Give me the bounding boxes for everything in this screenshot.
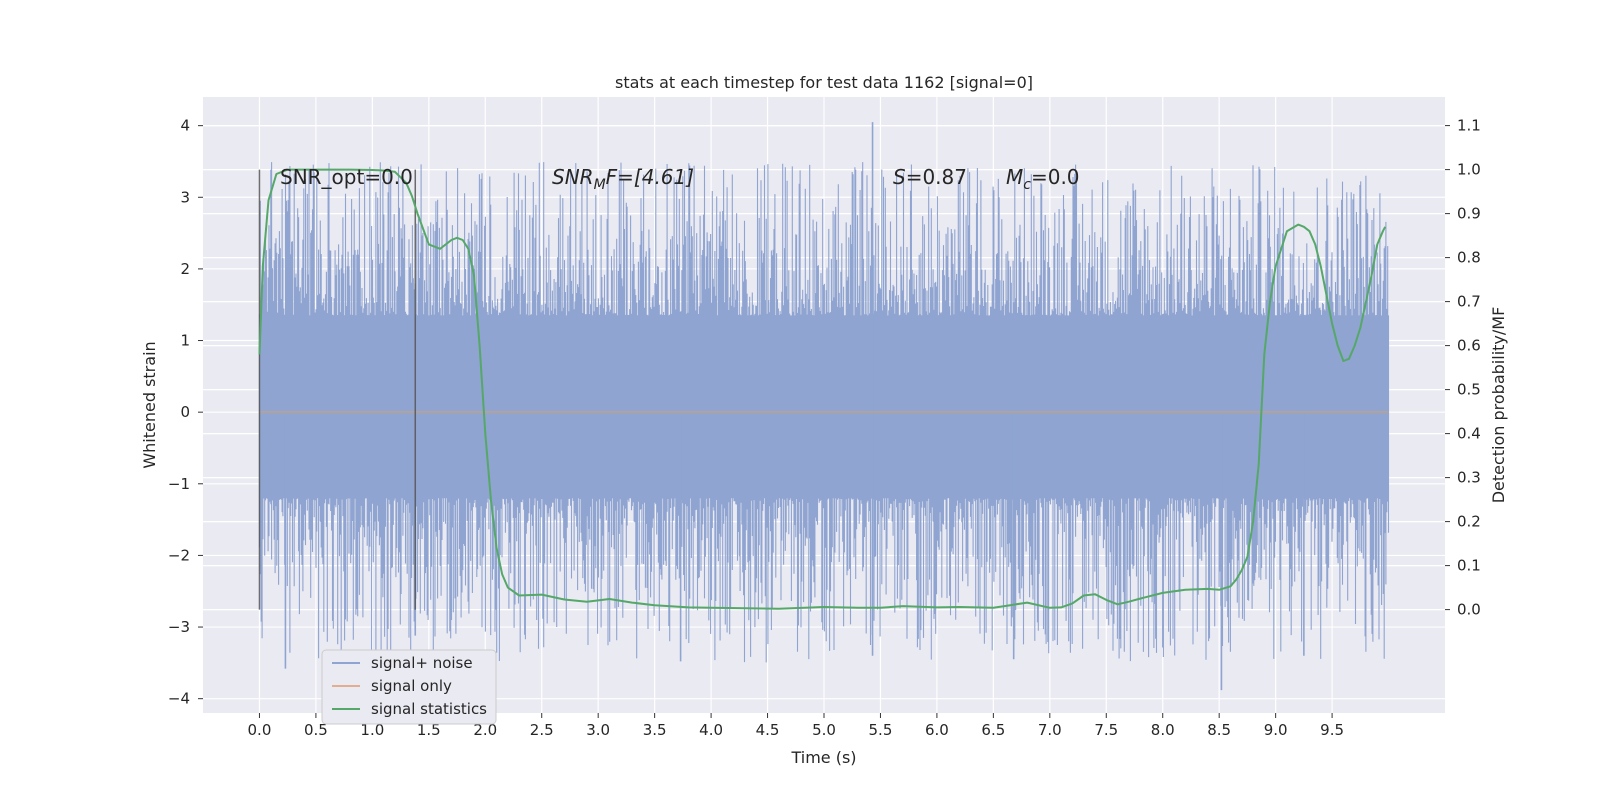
x-tick-label: 9.0 — [1264, 721, 1288, 739]
y-tick-label: −2 — [168, 546, 190, 564]
y-right-tick-label: 0.6 — [1457, 337, 1481, 355]
x-tick-label: 8.0 — [1151, 721, 1175, 739]
series-signal-plus-noise — [258, 122, 1390, 691]
y-tick-label: 4 — [180, 117, 190, 135]
x-tick-label: 1.0 — [360, 721, 384, 739]
annotation-mc: Mc=0.0 — [1006, 165, 1080, 193]
x-axis-label: Time (s) — [790, 748, 856, 767]
y-right-tick-label: 0.1 — [1457, 557, 1481, 575]
annotation-mc-value: =0.0 — [1031, 165, 1080, 189]
x-tick-label: 4.5 — [756, 721, 780, 739]
signal-statistics-line — [258, 168, 1387, 610]
vertical-markers — [258, 169, 417, 610]
x-tick-label: 6.0 — [925, 721, 949, 739]
x-tick-label: 5.5 — [869, 721, 893, 739]
x-tick-label: 6.5 — [981, 721, 1005, 739]
annotation-s: S=0.87 — [893, 165, 967, 189]
x-tick-label: 5.0 — [812, 721, 836, 739]
y-right-tick-label: 0.9 — [1457, 205, 1481, 223]
y-right-axis-label: Detection probability/MF — [1489, 307, 1508, 504]
y-tick-label: −4 — [168, 690, 190, 708]
legend-label-signal-plus-noise: signal+ noise — [371, 654, 473, 672]
annotation-snr-mf-suffix: F=[4.61] — [606, 165, 694, 189]
y-tick-label: 0 — [180, 403, 190, 421]
legend-box — [321, 649, 497, 725]
x-tick-label: 3.0 — [586, 721, 610, 739]
y-tick-label: −1 — [168, 475, 190, 493]
annotation-snr-opt: SNR_opt=0.0 — [280, 165, 413, 189]
y-right-tick-label: 0.8 — [1457, 249, 1481, 267]
legend-label-signal-only: signal only — [371, 677, 452, 695]
chart-title: stats at each timestep for test data 116… — [615, 73, 1033, 92]
x-tick-label: 2.0 — [473, 721, 497, 739]
x-tick-label: 9.5 — [1320, 721, 1344, 739]
annotation-snr-mf-sub: M — [594, 177, 606, 193]
legend-label-signal-statistics: signal statistics — [371, 700, 487, 718]
x-tick-label: 8.5 — [1207, 721, 1231, 739]
annotation-mc-sub: c — [1023, 177, 1031, 193]
y-right-tick-label: 0.4 — [1457, 425, 1481, 443]
annotation-snr-mf-prefix: SNR — [552, 165, 594, 189]
x-tick-label: 4.0 — [699, 721, 723, 739]
series-signal-statistics — [258, 168, 1387, 610]
y-tick-label: 1 — [180, 332, 190, 350]
y-right-tick-label: 0.2 — [1457, 513, 1481, 531]
x-tick-label: 0.0 — [248, 721, 272, 739]
annotation-s-label: S — [893, 165, 906, 189]
annotation-snr-mf: SNRMF=[4.61] — [552, 165, 694, 193]
y-tick-label: 3 — [180, 188, 190, 206]
annotation-s-value: =0.87 — [906, 165, 967, 189]
x-tick-label: 2.5 — [530, 721, 554, 739]
legend: signal+ noise signal only signal statist… — [321, 649, 497, 725]
annotation-mc-label: M — [1006, 165, 1023, 189]
y-right-tick-label: 0.5 — [1457, 381, 1481, 399]
x-tick-label: 1.5 — [417, 721, 441, 739]
y-tick-label: 2 — [180, 260, 190, 278]
y-tick-label: −3 — [168, 618, 190, 636]
y-right-tick-label: 1.0 — [1457, 161, 1481, 179]
x-tick-label: 7.5 — [1094, 721, 1118, 739]
y-right-tick-label: 0.3 — [1457, 469, 1481, 487]
x-tick-label: 7.0 — [1038, 721, 1062, 739]
y-right-tick-label: 0.7 — [1457, 293, 1481, 311]
x-tick-label: 3.5 — [643, 721, 667, 739]
y-right-tick-label: 0.0 — [1457, 601, 1481, 619]
y-axis-label: Whitened strain — [140, 341, 159, 468]
y-right-tick-label: 1.1 — [1457, 117, 1481, 135]
x-tick-label: 0.5 — [304, 721, 328, 739]
axis-ticks: 0.0 0.5 1.0 1.5 2.0 2.5 3.0 3.5 4.0 4.5 5.0 5.5 6.0 6… — [168, 117, 1481, 739]
